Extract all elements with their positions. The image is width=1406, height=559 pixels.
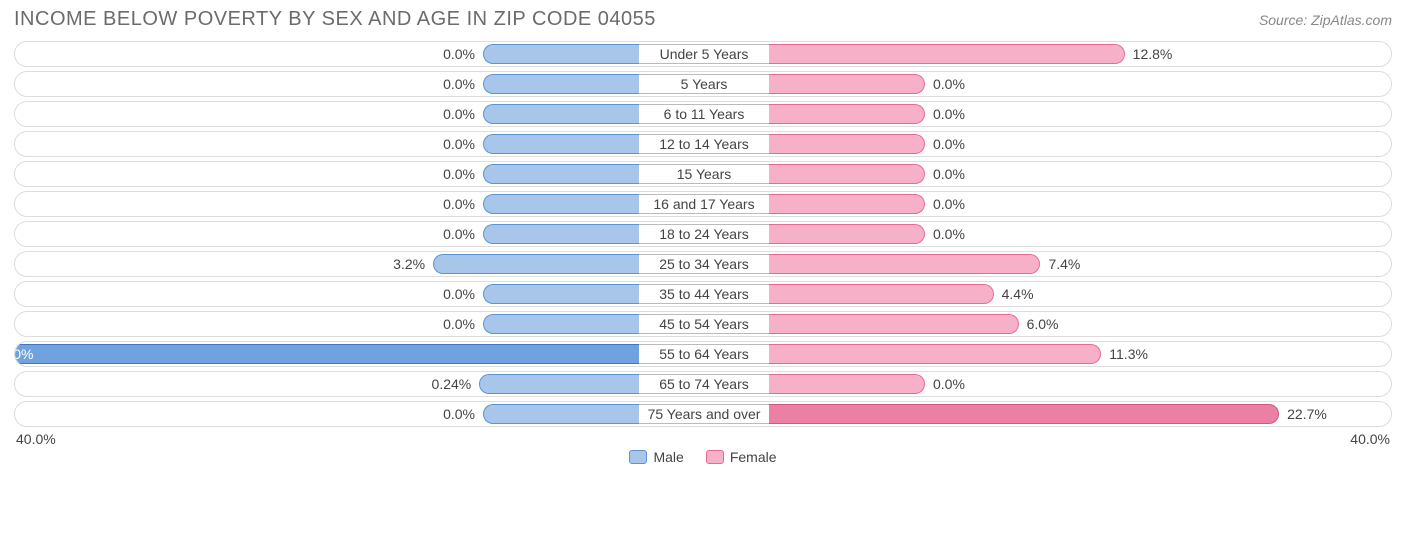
legend-female-swatch xyxy=(706,450,724,464)
male-value: 0.0% xyxy=(443,222,475,246)
female-value: 0.0% xyxy=(933,162,965,186)
category-label: Under 5 Years xyxy=(639,44,769,64)
chart-row: 12 to 14 Years 0.0% 0.0% xyxy=(14,131,1392,157)
male-value: 0.0% xyxy=(443,162,475,186)
female-value: 4.4% xyxy=(1002,282,1034,306)
chart-row: 18 to 24 Years 0.0% 0.0% xyxy=(14,221,1392,247)
chart-row: 15 Years 0.0% 0.0% xyxy=(14,161,1392,187)
chart-source: Source: ZipAtlas.com xyxy=(1259,12,1392,28)
male-bar xyxy=(483,104,639,124)
chart-row: 55 to 64 Years 32.0% 11.3% xyxy=(14,341,1392,367)
category-label: 55 to 64 Years xyxy=(639,344,769,364)
category-label: 12 to 14 Years xyxy=(639,134,769,154)
female-value: 0.0% xyxy=(933,72,965,96)
female-bar xyxy=(769,254,1040,274)
female-value: 6.0% xyxy=(1027,312,1059,336)
chart-title: INCOME BELOW POVERTY BY SEX AND AGE IN Z… xyxy=(14,8,656,31)
chart-row: 65 to 74 Years 0.24% 0.0% xyxy=(14,371,1392,397)
female-value: 12.8% xyxy=(1133,42,1173,66)
female-value: 0.0% xyxy=(933,132,965,156)
male-bar xyxy=(483,44,639,64)
male-bar xyxy=(14,344,639,364)
category-label: 45 to 54 Years xyxy=(639,314,769,334)
male-value: 0.0% xyxy=(443,132,475,156)
category-label: 25 to 34 Years xyxy=(639,254,769,274)
male-value: 0.0% xyxy=(443,402,475,426)
female-value: 7.4% xyxy=(1048,252,1080,276)
category-label: 6 to 11 Years xyxy=(639,104,769,124)
male-bar xyxy=(479,374,639,394)
female-value: 0.0% xyxy=(933,192,965,216)
category-label: 35 to 44 Years xyxy=(639,284,769,304)
category-label: 75 Years and over xyxy=(639,404,769,424)
male-bar xyxy=(433,254,639,274)
chart-header: INCOME BELOW POVERTY BY SEX AND AGE IN Z… xyxy=(14,8,1392,31)
female-bar xyxy=(769,44,1125,64)
male-value: 32.0% xyxy=(14,342,34,366)
male-bar xyxy=(483,314,639,334)
chart-row: 25 to 34 Years 3.2% 7.4% xyxy=(14,251,1392,277)
male-bar xyxy=(483,164,639,184)
axis-right-label: 40.0% xyxy=(1350,431,1390,447)
chart-rows: Under 5 Years0.0%12.8%5 Years0.0%0.0%6 t… xyxy=(14,41,1392,427)
female-value: 11.3% xyxy=(1109,342,1148,366)
male-bar xyxy=(483,224,639,244)
female-bar xyxy=(769,344,1101,364)
legend-male: Male xyxy=(629,449,683,465)
chart-container: INCOME BELOW POVERTY BY SEX AND AGE IN Z… xyxy=(0,0,1406,471)
male-bar xyxy=(483,194,639,214)
chart-row: 16 and 17 Years 0.0% 0.0% xyxy=(14,191,1392,217)
female-value: 22.7% xyxy=(1287,402,1327,426)
male-value: 3.2% xyxy=(393,252,425,276)
chart-row: 5 Years 0.0% 0.0% xyxy=(14,71,1392,97)
male-value: 0.0% xyxy=(443,312,475,336)
female-bar xyxy=(769,134,925,154)
male-bar xyxy=(483,284,639,304)
category-label: 65 to 74 Years xyxy=(639,374,769,394)
chart-row: 75 Years and over 0.0% 22.7% xyxy=(14,401,1392,427)
female-value: 0.0% xyxy=(933,222,965,246)
chart-row: 35 to 44 Years 0.0% 4.4% xyxy=(14,281,1392,307)
female-bar xyxy=(769,104,925,124)
legend: Male Female xyxy=(14,449,1392,465)
category-label: 16 and 17 Years xyxy=(639,194,769,214)
female-bar xyxy=(769,164,925,184)
legend-female: Female xyxy=(706,449,777,465)
male-bar xyxy=(483,74,639,94)
legend-male-label: Male xyxy=(653,449,683,465)
category-label: 15 Years xyxy=(639,164,769,184)
male-value: 0.0% xyxy=(443,282,475,306)
female-bar xyxy=(769,284,994,304)
axis-left-label: 40.0% xyxy=(16,431,56,447)
female-value: 0.0% xyxy=(933,372,965,396)
male-value: 0.0% xyxy=(443,192,475,216)
legend-male-swatch xyxy=(629,450,647,464)
female-bar xyxy=(769,404,1279,424)
male-bar xyxy=(483,134,639,154)
female-bar xyxy=(769,314,1019,334)
category-label: 18 to 24 Years xyxy=(639,224,769,244)
chart-row: 45 to 54 Years 0.0% 6.0% xyxy=(14,311,1392,337)
female-value: 0.0% xyxy=(933,102,965,126)
legend-female-label: Female xyxy=(730,449,777,465)
male-value: 0.0% xyxy=(443,72,475,96)
male-value: 0.0% xyxy=(443,102,475,126)
chart-row: Under 5 Years 0.0% 12.8% xyxy=(14,41,1392,67)
female-bar xyxy=(769,194,925,214)
chart-row: 6 to 11 Years 0.0% 0.0% xyxy=(14,101,1392,127)
male-value: 0.24% xyxy=(432,372,472,396)
male-bar xyxy=(483,404,639,424)
category-label: 5 Years xyxy=(639,74,769,94)
axis-labels: 40.0% 40.0% xyxy=(14,431,1392,447)
female-bar xyxy=(769,74,925,94)
female-bar xyxy=(769,374,925,394)
female-bar xyxy=(769,224,925,244)
male-value: 0.0% xyxy=(443,42,475,66)
